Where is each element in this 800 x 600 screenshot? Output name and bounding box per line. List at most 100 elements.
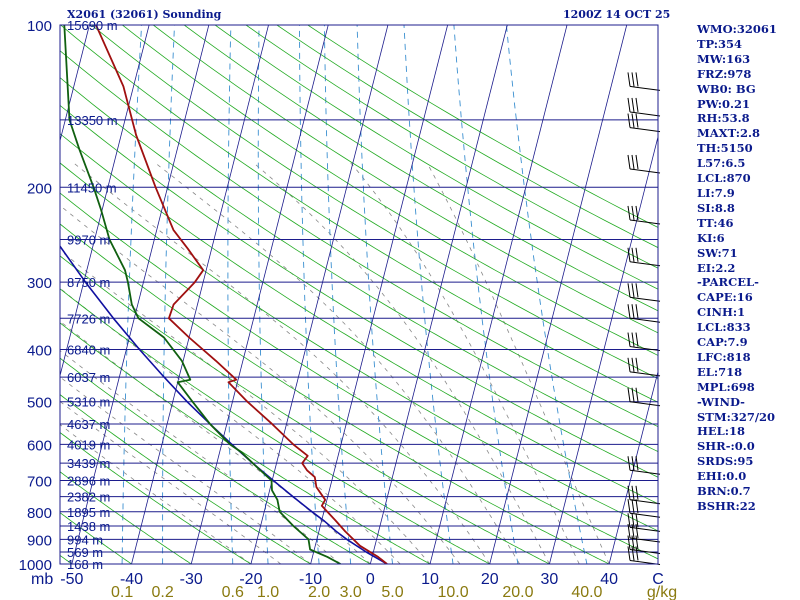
isotherm-line [131,25,269,564]
wind-barb [627,357,661,377]
wind-barb [627,499,661,518]
temperature-tick-label: -10 [299,571,322,588]
height-label: 7726 m [67,311,110,326]
moist-adiabat-line [426,162,610,564]
wind-barb-feather [627,332,631,347]
wind-barb-feather [631,499,635,514]
wind-barb-feather [631,72,635,87]
isotherm-line [429,25,568,564]
index-line: CAP:7.9 [697,335,748,350]
pressure-tick-label: 600 [27,437,52,454]
index-line: WMO:32061 [697,22,777,36]
wind-barb-feather [635,485,639,500]
wind-barb-feather [627,523,631,539]
wind-barb-feather [627,113,631,128]
height-label: 3439 m [67,456,110,471]
index-line: STM:327/20 [697,409,776,424]
height-label: 9970 m [67,232,110,247]
dry-adiabat-line [60,223,610,564]
dry-adiabat-line [60,288,491,564]
pressure-tick-label: 500 [27,395,52,412]
dry-adiabat-line [60,431,252,564]
isotherm-line [310,25,449,564]
moist-adiabat-line [60,287,401,564]
moist-adiabat-line [60,249,431,564]
wind-barb-staff [629,512,661,518]
index-line: FRZ:978 [697,66,752,81]
wind-barbs [627,72,661,565]
temperature-tick-label: -40 [120,571,143,588]
dry-adiabat-line [60,394,312,564]
dry-adiabat-line [214,25,658,290]
pressure-tick-label: 100 [27,18,52,35]
height-label: 2896 m [67,474,110,489]
mixing-ratio-tick-label: 2.0 [308,584,330,600]
index-line: MW:163 [697,51,751,66]
index-line: TT:46 [697,215,734,230]
index-line: MAXT:2.8 [697,126,760,141]
temperature-trace [95,25,388,564]
mixing-ratio-tick-label: 3.0 [340,584,362,600]
wind-barb-feather [635,523,639,539]
index-line: RH:53.8 [697,111,750,126]
height-label: 1895 m [67,505,110,520]
mixing-ratio-lines [121,25,588,564]
wind-barb-feather [631,535,635,550]
wind-barb-feather [635,205,639,221]
dry-adiabat-line [152,25,658,334]
temperature-tick-label: -50 [60,571,83,588]
wind-barb [627,97,661,117]
dry-adiabat-line [183,25,658,312]
dry-adiabat-line [245,25,658,269]
wind-barb-staff [629,371,661,377]
temperature-tick-label: C [652,571,664,588]
plot-frame [59,24,659,565]
index-line: SW:71 [697,245,738,260]
wind-barb-staff [629,499,661,505]
wind-barb-feather [627,357,631,372]
height-label: 5310 m [67,395,110,410]
mixing-ratio-line [403,25,454,564]
wind-barb-feather [627,205,631,221]
wind-barb-feather [635,456,639,471]
dry-adiabat-line [60,322,431,564]
moist-adiabat-line [350,162,580,564]
wind-barb-feather [631,387,635,402]
height-label: 6840 m [67,343,110,358]
height-label: 168 m [67,557,103,572]
dry-adiabat-line [60,471,192,564]
index-line: CINH:1 [697,305,746,320]
temperature-tick-label: 40 [600,571,618,588]
wind-barb-staff [629,469,661,475]
wind-barb-feather [627,485,631,500]
wind-barb [627,283,661,302]
index-line: TH:5150 [697,141,753,156]
dry-adiabat-line [90,25,658,380]
isotherm-line [71,25,210,564]
wind-barb-feather [635,546,639,561]
wind-barb [627,154,661,174]
moist-adiabat-line [253,162,550,564]
wind-barb-feather [631,357,635,372]
wind-barb [627,205,661,225]
wind-barb [627,513,661,532]
mixing-ratio-tick-label: 0.2 [152,584,174,600]
wind-barb-staff [629,219,661,225]
wind-barb-staff [629,526,661,532]
pressure-tick-label: 300 [27,275,52,292]
moist-adiabat-line [60,424,252,564]
wind-barb [627,72,661,91]
isotherms [0,13,658,575]
wind-barb-staff [629,127,661,133]
mixing-ratio-tick-label: 1.0 [257,584,279,600]
mixing-ratio-line [505,25,588,564]
isotherm-line [0,13,33,575]
index-line: MPL:698 [697,379,755,394]
pressure-tick-label: 1000 [19,557,52,574]
wind-barb [627,546,661,565]
index-line: EHI:0.0 [697,469,747,484]
dewpoint-trace [63,25,341,564]
index-line: WB0: BG [697,81,756,96]
wind-barb-feather [631,247,635,262]
moist-adiabat-line [60,204,461,564]
